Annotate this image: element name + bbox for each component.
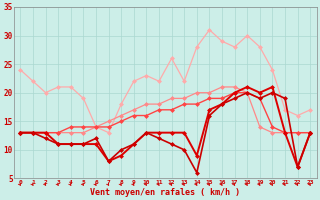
X-axis label: Vent moyen/en rafales ( km/h ): Vent moyen/en rafales ( km/h ) bbox=[90, 188, 240, 197]
